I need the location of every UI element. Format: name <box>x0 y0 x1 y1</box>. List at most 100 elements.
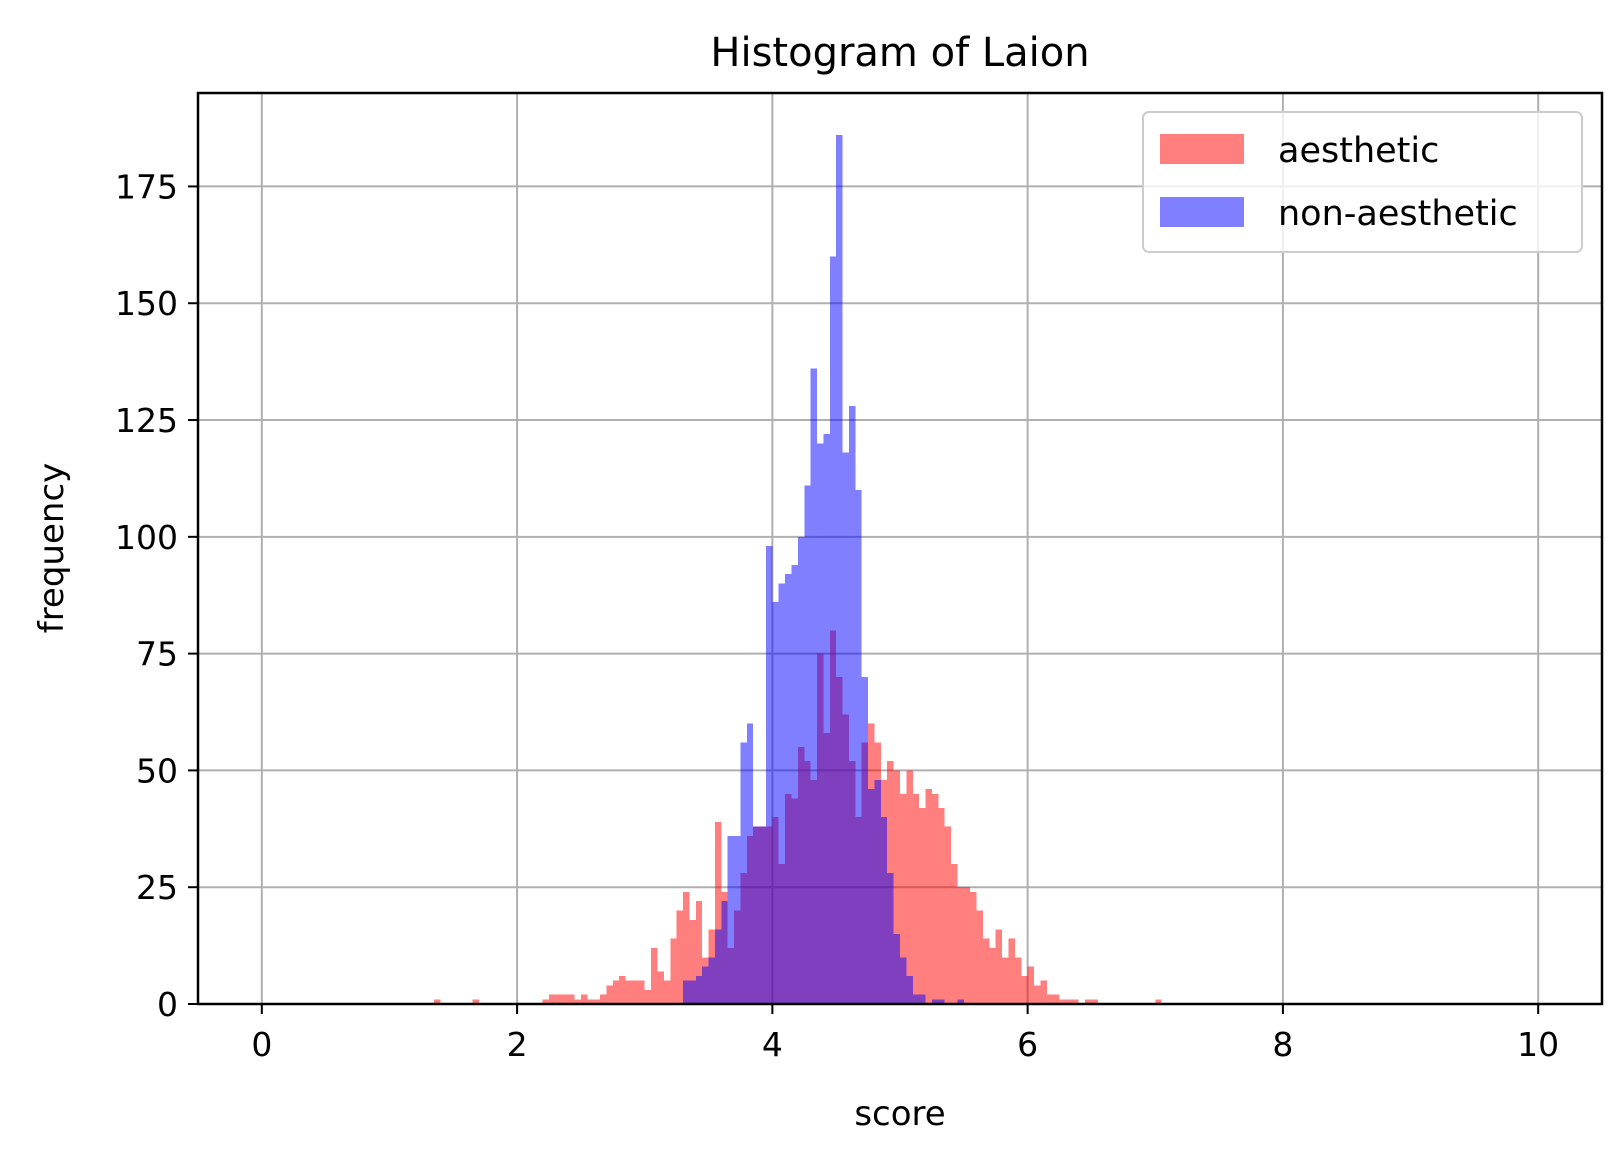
non-aesthetic-bar <box>938 999 945 1004</box>
aesthetic-bar <box>593 999 601 1004</box>
non-aesthetic-bar <box>912 994 920 1004</box>
non-aesthetic-bar <box>772 602 779 1004</box>
aesthetic-bar <box>963 887 971 1004</box>
aesthetic-bar <box>434 999 441 1004</box>
non-aesthetic-bar <box>900 957 907 1004</box>
aesthetic-bar <box>931 793 939 1004</box>
y-axis-label: frequency <box>32 463 72 634</box>
non-aesthetic-bar <box>880 817 888 1004</box>
non-aesthetic-bar <box>836 135 843 1005</box>
aesthetic-bar <box>689 919 696 1004</box>
aesthetic-bar <box>600 994 607 1004</box>
non-aesthetic-bar <box>753 826 760 1004</box>
non-aesthetic-bar <box>842 452 849 1004</box>
non-aesthetic-bar <box>746 723 754 1004</box>
non-aesthetic-bar <box>721 901 728 1004</box>
bars-layer <box>434 135 1162 1005</box>
y-tick-label: 0 <box>157 985 178 1024</box>
aesthetic-bar <box>542 999 549 1004</box>
aesthetic-bar <box>657 971 664 1004</box>
aesthetic-bar <box>695 901 703 1004</box>
x-tick-label: 2 <box>507 1025 528 1064</box>
aesthetic-bar <box>574 999 581 1004</box>
non-aesthetic-bar <box>683 980 690 1004</box>
non-aesthetic-bar <box>906 975 913 1004</box>
aesthetic-bar <box>580 994 588 1004</box>
aesthetic-bar <box>676 910 684 1004</box>
aesthetic-bar <box>989 947 996 1004</box>
non-aesthetic-bar <box>868 789 875 1004</box>
non-aesthetic-bar <box>874 779 881 1004</box>
aesthetic-bar <box>638 980 645 1004</box>
legend-label-non-aesthetic: non-aesthetic <box>1278 194 1518 234</box>
aesthetic-bar <box>472 999 479 1004</box>
non-aesthetic-bar <box>740 742 747 1004</box>
non-aesthetic-bar <box>708 957 715 1004</box>
x-tick-label: 0 <box>251 1025 272 1064</box>
non-aesthetic-bar <box>919 994 926 1004</box>
non-aesthetic-bar <box>810 368 818 1005</box>
non-aesthetic-bar <box>855 490 862 1005</box>
aesthetic-bar <box>970 891 977 1004</box>
y-tick-label: 175 <box>115 167 178 206</box>
y-tick-label: 75 <box>136 635 178 674</box>
aesthetic-bar <box>644 989 652 1004</box>
non-aesthetic-bar <box>765 546 773 1004</box>
aesthetic-bar <box>683 891 690 1004</box>
non-aesthetic-bar <box>861 676 869 1004</box>
aesthetic-bar <box>670 938 677 1004</box>
aesthetic-bar <box>900 793 907 1004</box>
y-tick-label: 125 <box>115 401 178 440</box>
non-aesthetic-bar <box>829 256 837 1004</box>
non-aesthetic-bar <box>848 406 856 1004</box>
non-aesthetic-bar <box>823 434 830 1004</box>
non-aesthetic-bar <box>893 933 900 1004</box>
aesthetic-bar <box>1065 999 1073 1004</box>
aesthetic-bar <box>951 863 958 1004</box>
y-tick-label: 150 <box>115 284 178 323</box>
non-aesthetic-bar <box>689 980 696 1004</box>
aesthetic-bar <box>555 994 562 1004</box>
x-tick-label: 8 <box>1272 1025 1293 1064</box>
aesthetic-bar <box>925 789 932 1004</box>
non-aesthetic-bar <box>702 966 709 1004</box>
non-aesthetic-bar <box>759 826 766 1004</box>
non-aesthetic-bar <box>734 835 741 1004</box>
aesthetic-bar <box>549 994 556 1004</box>
aesthetic-bar <box>631 980 639 1004</box>
non-aesthetic-bar <box>695 975 703 1004</box>
aesthetic-bar <box>1034 985 1041 1004</box>
aesthetic-bar <box>976 910 983 1004</box>
aesthetic-bar <box>1072 999 1079 1004</box>
aesthetic-bar <box>938 807 945 1004</box>
aesthetic-bar <box>1014 957 1022 1004</box>
legend-label-aesthetic: aesthetic <box>1278 131 1439 171</box>
x-tick-label: 6 <box>1017 1025 1038 1064</box>
aesthetic-bar <box>995 929 1003 1004</box>
y-tick-label: 100 <box>115 518 178 557</box>
aesthetic-bar <box>561 994 569 1004</box>
plot-frame <box>196 91 1604 1006</box>
x-tick-label: 10 <box>1517 1025 1559 1064</box>
aesthetic-bar <box>612 980 620 1004</box>
aesthetic-bar <box>568 994 575 1004</box>
aesthetic-bar <box>906 770 913 1004</box>
non-aesthetic-bar <box>957 999 964 1004</box>
non-aesthetic-bar <box>797 536 805 1004</box>
aesthetic-bar <box>1155 999 1162 1004</box>
aesthetic-bar <box>944 826 952 1004</box>
aesthetic-bar <box>587 999 594 1004</box>
non-aesthetic-bar <box>714 929 722 1004</box>
aesthetic-bar <box>1053 994 1060 1004</box>
aesthetic-bar <box>1091 999 1098 1004</box>
chart-title: Histogram of Laion <box>710 30 1089 76</box>
aesthetic-bar <box>1002 957 1009 1004</box>
non-aesthetic-bar <box>804 485 811 1004</box>
aesthetic-bar <box>1059 999 1066 1004</box>
legend-swatch-non-aesthetic <box>1160 197 1244 227</box>
non-aesthetic-bar <box>931 999 939 1004</box>
legend-box <box>1142 111 1583 253</box>
series-non-aesthetic <box>683 135 964 1005</box>
